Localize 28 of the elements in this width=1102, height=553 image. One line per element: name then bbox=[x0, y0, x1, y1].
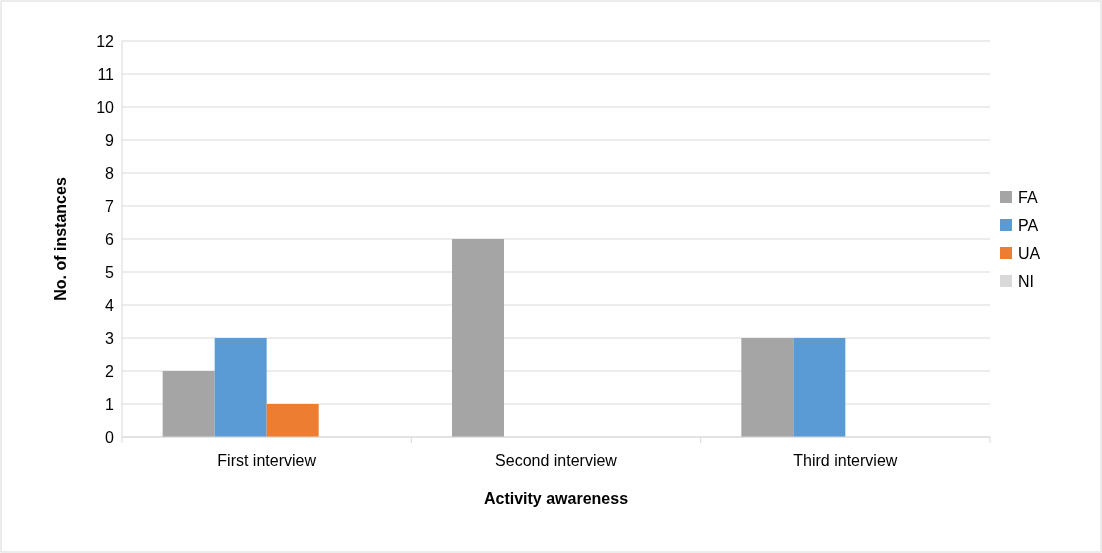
bar bbox=[162, 371, 215, 437]
x-axis-title: Activity awareness bbox=[483, 490, 629, 507]
y-tick-label: 7 bbox=[105, 197, 115, 215]
legend-label: PA bbox=[1018, 216, 1039, 234]
y-tick-label: 12 bbox=[96, 32, 115, 50]
legend-label: NI bbox=[1018, 272, 1034, 290]
bar bbox=[741, 338, 794, 437]
y-tick-label: 8 bbox=[105, 164, 115, 182]
bar bbox=[793, 338, 846, 437]
y-axis-title: No. of instances bbox=[52, 177, 69, 301]
bar bbox=[266, 404, 319, 437]
y-tick-label: 4 bbox=[105, 296, 115, 314]
x-tick-label: First interview bbox=[217, 452, 317, 469]
y-tick-label: 0 bbox=[105, 428, 115, 446]
x-tick-label: Second interview bbox=[495, 452, 618, 469]
y-tick-label: 10 bbox=[96, 98, 115, 116]
y-tick-label: 1 bbox=[105, 395, 115, 413]
y-tick-label: 2 bbox=[105, 362, 115, 380]
y-tick-label: 5 bbox=[105, 263, 115, 281]
y-tick-label: 9 bbox=[105, 131, 115, 149]
bar bbox=[214, 338, 267, 437]
x-tick-label: Third interview bbox=[793, 452, 898, 469]
y-tick-label: 6 bbox=[105, 230, 115, 248]
y-tick-label: 11 bbox=[97, 65, 115, 83]
bar bbox=[452, 239, 504, 437]
y-tick-label: 3 bbox=[105, 329, 115, 347]
legend-label: UA bbox=[1018, 244, 1041, 262]
legend-label: FA bbox=[1018, 188, 1038, 206]
